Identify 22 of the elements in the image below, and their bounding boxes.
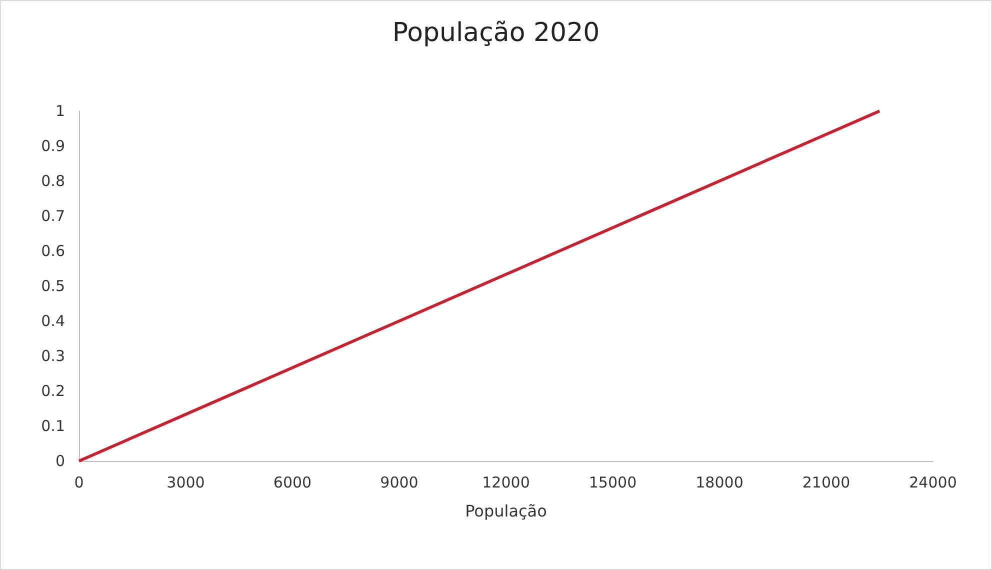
x-axis-title: População (465, 502, 547, 520)
x-tick-label: 24000 (909, 474, 957, 492)
y-tick-label: 0.2 (41, 382, 65, 400)
y-tick-label: 0.6 (41, 242, 65, 260)
y-tick-label: 0.4 (41, 312, 65, 330)
y-tick-label: 0.5 (41, 277, 65, 295)
y-tick-label: 0.9 (41, 137, 65, 155)
x-tick-label: 12000 (482, 474, 530, 492)
chart-title: População 2020 (392, 18, 600, 48)
x-tick-label: 21000 (802, 474, 850, 492)
y-tick-label: 0.1 (41, 417, 65, 435)
x-tick-label: 0 (74, 474, 84, 492)
x-tick-label: 3000 (166, 474, 205, 492)
x-tick-label: 6000 (273, 474, 312, 492)
y-tick-label: 0.7 (41, 207, 65, 225)
y-tick-label: 0.8 (41, 172, 65, 190)
x-tick-label: 15000 (588, 474, 637, 492)
y-tick-label: 0 (55, 452, 65, 470)
x-tick-label: 18000 (696, 474, 744, 492)
y-tick-label: 1 (55, 102, 65, 120)
y-tick-label: 0.3 (41, 347, 65, 365)
x-tick-label: 9000 (380, 474, 418, 492)
